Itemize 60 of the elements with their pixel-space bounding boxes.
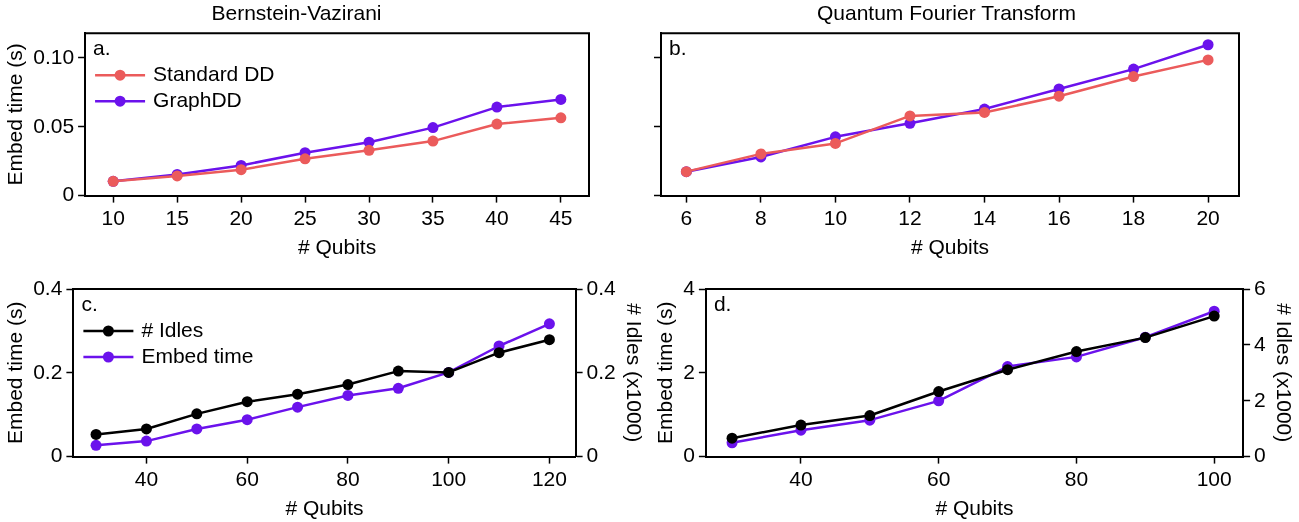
annotation: c. [81,292,98,316]
y-tick-label: 0 [683,443,695,467]
y-tick-label: 0.05 [33,113,75,137]
y2-tick-label: 6 [1254,275,1266,299]
chart-title: Quantum Fourier Transform [816,1,1077,25]
x-tick-label: 80 [336,467,360,490]
x-axis-title: # Qubits [935,496,1014,520]
y2-tick-label: 0.2 [586,359,616,383]
y2-tick-label: 4 [1254,331,1267,355]
y2-axis-title: # Idles (x1000) [1272,303,1296,443]
x-tick-label: 40 [134,467,159,490]
y-tick-label: 2 [683,359,695,383]
x-tick-label: 14 [972,206,997,229]
x-tick-label: 10 [823,206,848,229]
x-tick-label: 100 [431,467,467,490]
y-tick-label: 4 [683,275,696,299]
x-tick-label: 8 [755,206,767,229]
x-tick-label: 15 [165,206,189,229]
x-tick-label: 12 [898,206,922,229]
x-tick-label: 30 [357,206,381,229]
x-tick-label: 60 [235,467,259,490]
x-axis-title: # Qubits [297,235,377,259]
annotation: d. [713,292,732,316]
y-axis-title: Embed time (s) [653,301,677,444]
x-tick-label: 100 [1196,467,1232,490]
x-tick-label: 45 [549,206,573,229]
x-axis-title: # Qubits [910,235,990,259]
y2-tick-label: 0 [1254,443,1266,467]
legend-label: Standard DD [153,62,275,85]
x-tick-label: 120 [531,467,567,490]
legend-label: GraphDD [153,88,242,111]
y2-tick-label: 2 [1254,387,1266,411]
chart-title: Bernstein-Vazirani [211,1,382,25]
x-tick-label: 40 [789,467,813,490]
x-tick-label: 10 [101,206,125,229]
y2-tick-label: 0.4 [586,275,617,299]
y-axis-title: Embed time (s) [3,301,27,444]
x-tick-label: 6 [680,206,693,229]
annotation: a. [93,36,111,60]
y-tick-label: 0.2 [33,359,63,383]
y2-axis-title: # Idles (x1000) [622,303,646,443]
y-tick-label: 0.4 [33,275,63,299]
x-tick-label: 20 [1196,206,1220,229]
y-tick-label: 0.10 [33,44,75,68]
annotation: b. [669,36,687,60]
y2-tick-label: 0 [586,443,599,467]
y-axis-title: Embed time (s) [3,43,27,186]
x-tick-label: 16 [1047,206,1071,229]
x-tick-label: 60 [927,467,951,490]
y-tick-label: 0 [62,182,75,206]
x-tick-label: 80 [1064,467,1089,490]
x-tick-label: 35 [421,206,445,229]
x-tick-label: 25 [293,206,317,229]
x-axis-title: # Qubits [285,496,364,520]
y-tick-label: 0 [50,443,63,467]
legend-label: Embed time [141,343,254,367]
x-tick-label: 20 [229,206,253,229]
legend-label: # Idles [141,317,204,341]
x-tick-label: 40 [485,206,509,229]
x-tick-label: 18 [1121,206,1146,229]
